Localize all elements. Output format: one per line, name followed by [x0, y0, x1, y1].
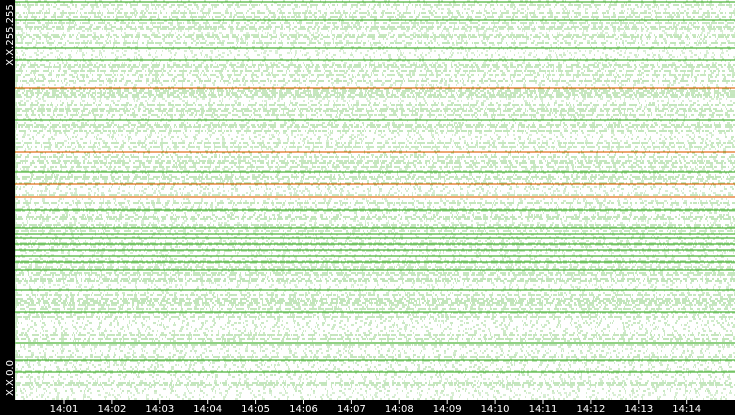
x-tick-label: 14:08	[385, 404, 414, 415]
x-tick-label: 14:07	[337, 404, 366, 415]
x-tick-label: 14:12	[576, 404, 605, 415]
x-axis: 14:01 14:02 14:03 14:04 14:05 14:06 14:07 14:08…	[50, 400, 701, 415]
x-tick-label: 14:05	[241, 404, 270, 415]
x-tick-label: 14:04	[193, 404, 222, 415]
x-tick-label: 14:01	[50, 404, 79, 415]
y-bottom-label: X.X.0.0	[5, 360, 16, 396]
x-tick-label: 14:13	[624, 404, 653, 415]
x-tick-label: 14:11	[529, 404, 558, 415]
x-tick-label: 14:10	[481, 404, 510, 415]
traffic-rows	[15, 0, 735, 400]
x-tick-label: 14:09	[433, 404, 462, 415]
x-tick-label: 14:06	[289, 404, 318, 415]
x-tick-label: 14:02	[97, 404, 126, 415]
x-tick-label: 14:14	[672, 404, 701, 415]
y-top-label: X.X.255.255	[5, 4, 16, 65]
x-tick-label: 14:03	[145, 404, 174, 415]
